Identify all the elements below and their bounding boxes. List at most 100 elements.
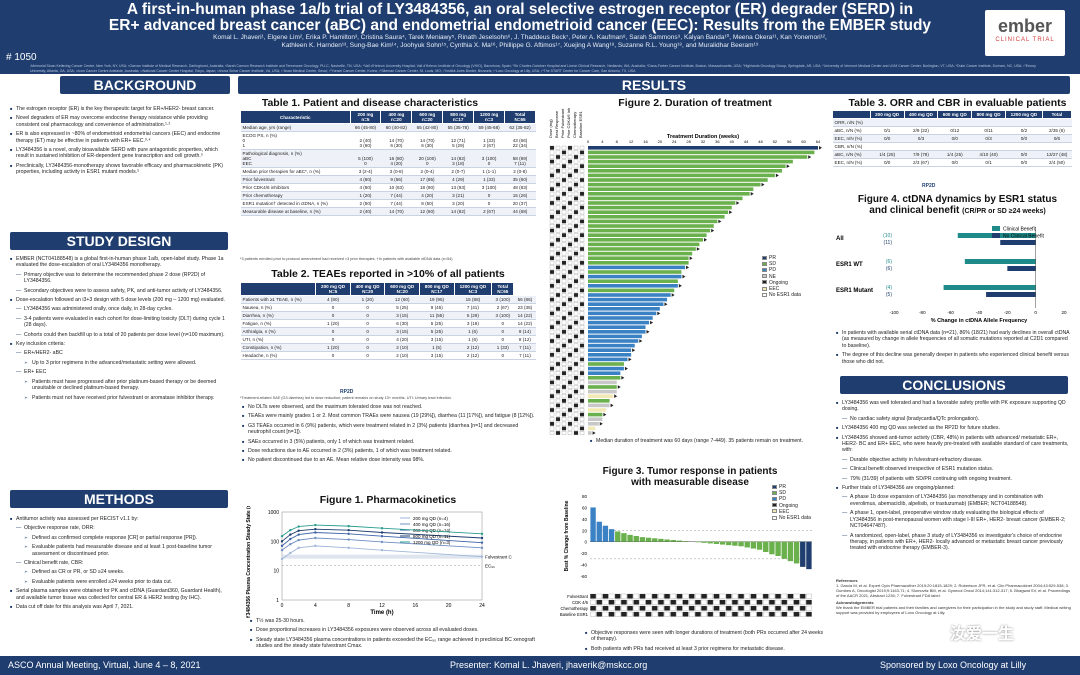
figure2-annotation-cell: [573, 214, 579, 219]
figure2-annotation-cell: [561, 431, 567, 435]
poster-number: # 1050: [6, 52, 37, 63]
figure3-annotation-cell: [621, 593, 627, 599]
figure3-annotation-cell: [713, 605, 720, 611]
figure3-annotation-cell: [627, 593, 633, 599]
table2-cell: 3 (100): [491, 295, 514, 304]
figure2-annotation-cell: [549, 306, 555, 311]
table2-cell: 15 (88): [454, 295, 492, 304]
figure2-legend-label: PR: [769, 255, 776, 261]
figure2-annotation-cell: [549, 196, 555, 201]
figure2-bar: [588, 325, 646, 329]
figure3-legend-label: Ongoing: [779, 502, 798, 509]
figure2-annotation-cell: [549, 417, 555, 422]
table1-cell: 3 (21): [442, 191, 474, 200]
figure2-annotation-cell: [561, 417, 567, 422]
table1-header-cell: 600 mg n=20: [411, 110, 444, 124]
figure2-annotation-cell: [561, 168, 567, 173]
figure1-x-tick: 4: [314, 603, 317, 609]
figure2-annotation-cell: [579, 320, 585, 325]
figure1-note-item: T½ was 25-30 hours.: [250, 618, 540, 625]
figure4-notes: In patients with available serial ctDNA …: [836, 330, 1071, 368]
figure3-row-label: Fulvestrant: [567, 594, 589, 599]
table1-cell: 2 (0-8): [504, 167, 536, 176]
figure2-annotation-cell: [567, 168, 573, 173]
table1-header-cell: 800 mg n=17: [442, 110, 475, 124]
figure2-annotation-cell: [579, 352, 585, 357]
figure3-annotation-cell: [633, 605, 640, 611]
figure2-annotation-cell: [549, 228, 555, 233]
table2-cell: 0: [491, 335, 514, 344]
table2-title: Table 2. TEAEs reported in >10% of all p…: [271, 268, 505, 280]
table2-row: Diarrhea, n (%) 0 0 3 (15) 11 (55) 5 (29) 3 (1…: [240, 311, 536, 320]
figure3-bar: [701, 541, 707, 543]
figure2-annotation-cell: [549, 187, 555, 192]
table1-cell: 2 (67): [473, 207, 505, 216]
table3-cell: [971, 142, 1006, 151]
figure3-annotation-cell: [602, 611, 609, 617]
figure2-annotation-cell: [567, 187, 573, 192]
figure3-bar: [738, 541, 744, 547]
logo-wordmark: ember: [997, 16, 1053, 36]
figure2-annotation-cell: [573, 279, 579, 284]
table3-cell: 1/4 (25): [937, 150, 972, 159]
table2-cell: 56 (86): [513, 295, 536, 304]
figure2-annotation-cell: [579, 297, 585, 302]
figure3-annotation-cell: [738, 599, 744, 605]
conclusion-item: A phase 1, open-label, preoperative wind…: [836, 510, 1071, 529]
table2-cell: 23 (35): [513, 303, 536, 312]
table3-cell: EEC, n/N (%): [832, 134, 871, 143]
table1-row: ECOG PS, n (%) 0 1 2 (40) 3 (60) 14 (70)…: [240, 131, 536, 150]
figure2-bar: [588, 224, 714, 228]
figure2-annotation-cell: [561, 256, 567, 261]
figure2-annotation-cell: [561, 385, 567, 389]
figure2-annotation-cell: [579, 343, 585, 348]
figure2-annotation-cell: [555, 389, 561, 394]
figure2-annotation-cell: [579, 394, 585, 399]
table2-cell: 3 (100): [491, 311, 514, 320]
figure3-bar: [615, 531, 621, 542]
figure3-legend-label: SD: [779, 490, 786, 497]
figure2-x-tick: 28: [686, 139, 691, 144]
figure1-point: [297, 525, 300, 528]
table3-cell: aBC, n/N (%): [832, 150, 871, 159]
figure2-bar: [588, 228, 711, 233]
figure2-annotation-cell: [549, 329, 555, 334]
figure2-annotation-cell: [561, 421, 567, 426]
table1-header-cell: 200 mg n=5: [349, 110, 382, 124]
figure2-annotation-cell: [567, 265, 573, 270]
figure3-annotation-cell: [787, 605, 794, 611]
figure3-legend-item: No ESR1 data: [772, 515, 832, 521]
figure3-annotation-cell: [688, 593, 695, 599]
figure4-ctdna-chart: All (10)(11) ESR1 WT (6)(6) ESR1 Mutant (4)(5…: [836, 226, 1067, 324]
figure2-annotation-cell: [573, 191, 579, 196]
figure2-annotation-cell: [549, 201, 555, 205]
figure2-x-tick: 16: [643, 139, 648, 144]
figure3-annotation-cell: [781, 593, 788, 599]
table1-cell: Median prior therapies for aBC*, n (%): [240, 167, 350, 176]
figure2-annotation-cell: [549, 431, 555, 435]
figure2-bar: [588, 164, 786, 168]
table2-cell: Nausea, n (%): [240, 303, 316, 312]
figure2-x-tick: 12: [629, 139, 634, 144]
figure2-annotation-cell: [549, 247, 555, 251]
figure2-annotation-cell: [579, 256, 585, 261]
table2-cell: 1 (33): [491, 343, 514, 352]
figure3-legend: PR SD PD Ongoing EEC No ESR1 data: [772, 484, 832, 521]
figure3-bar: [670, 540, 676, 542]
figure2-annotation-cell: [567, 191, 573, 196]
figure2-annotation-cell: [579, 210, 585, 215]
figure1-x-tick: 24: [479, 603, 485, 609]
figure1-y-tick: 100: [271, 539, 280, 545]
figure2-annotation-cell: [561, 251, 567, 256]
figure3-y-tick: -20: [580, 551, 587, 556]
figure2-annotation-cell: [561, 316, 567, 320]
table1-cell: 4 (29): [442, 175, 474, 184]
figure2-legend-swatch: [762, 274, 767, 279]
figure2-annotation-cell: [573, 196, 579, 201]
table3-row: ORR, n/N (%): [832, 118, 1072, 127]
figure2-bar: [588, 307, 660, 311]
figure3-annotation-cell: [664, 599, 670, 605]
figure2-annotation-cell: [549, 371, 555, 376]
figure1-y-tick: 1: [276, 598, 279, 604]
figure2-bar: [588, 380, 617, 385]
